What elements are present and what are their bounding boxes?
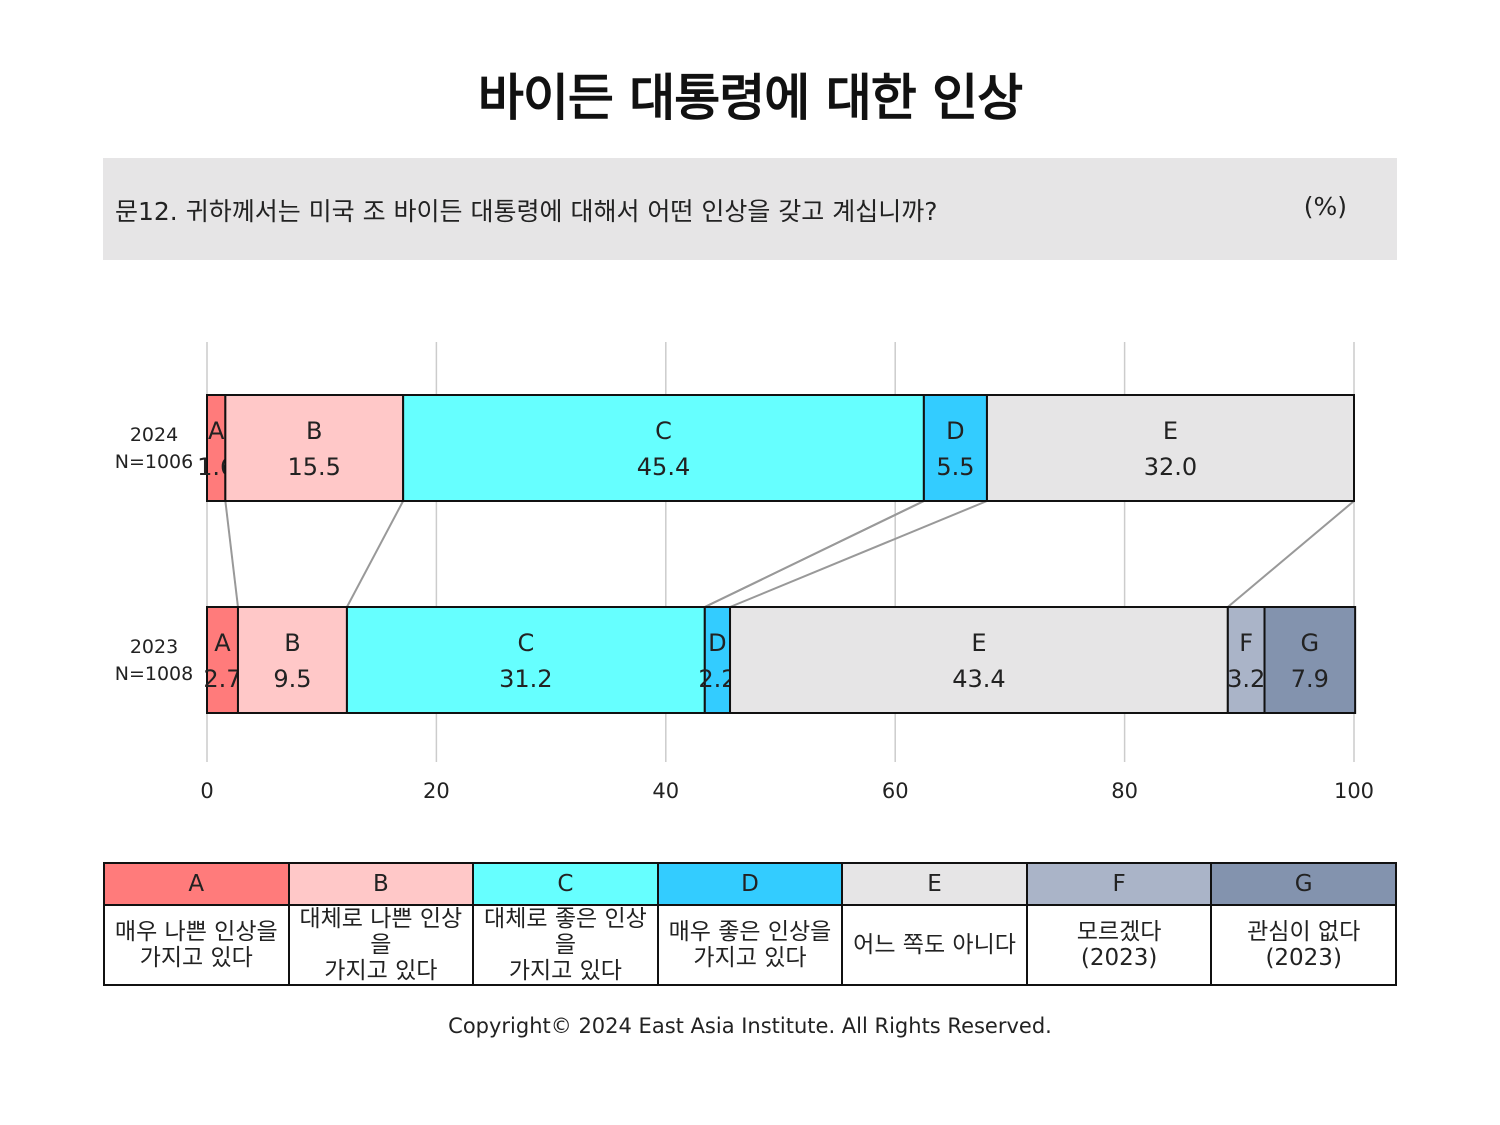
legend-code-G: G (1210, 862, 1397, 906)
bars: A1.6B15.5C45.4D5.5E32.0A2.7B9.5C31.2D2.2… (197, 394, 1357, 714)
segment-value-label: 2.7 (203, 665, 241, 693)
segment-value-label: 32.0 (1144, 453, 1197, 481)
legend-description-line: 가지고 있다 (139, 945, 253, 971)
bar-segment-2024-C (402, 394, 925, 502)
x-tick-label: 20 (423, 779, 450, 803)
legend-description-line: 가지고 있다 (324, 958, 438, 984)
segment-code-label: E (1163, 417, 1178, 445)
legend-code-C: C (472, 862, 659, 906)
x-axis-ticks: 0 20 40 60 80 100 (200, 779, 1374, 803)
legend-description-F: 모르겠다 (2023) (1025, 904, 1213, 986)
segment-code-label: A (214, 629, 231, 657)
unit-label: (%) (1303, 192, 1347, 221)
segment-code-label: G (1301, 629, 1320, 657)
segment-value-label: 3.2 (1227, 665, 1265, 693)
bar-segment-2023-D (703, 606, 732, 714)
connector-line (346, 500, 405, 608)
legend-description-line: 매우 좋은 인상을 (668, 919, 832, 945)
segment-value-label: 5.5 (936, 453, 974, 481)
legend-description-line: 관심이 없다 (1247, 919, 1361, 945)
row-year-label: 2024 (130, 424, 178, 446)
segment-value-label: 43.4 (952, 665, 1005, 693)
legend-description-E: 어느 쪽도 아니다 (841, 904, 1028, 986)
row-n-label: N=1006 (115, 451, 194, 473)
connector-line (704, 500, 925, 608)
segment-code-label: D (708, 629, 726, 657)
bar-segment-2024-D (922, 394, 988, 502)
legend-code-D: D (656, 862, 844, 906)
row-n-label: N=1008 (115, 663, 194, 685)
bar-segment-2023-B (236, 606, 348, 714)
legend-description-line: 매우 나쁜 인상을 (114, 919, 278, 945)
legend-description-D: 매우 좋은 인상을 가지고 있다 (656, 904, 844, 986)
row-year-label: 2023 (130, 636, 178, 658)
legend-description-line: 모르겠다 (1076, 919, 1162, 945)
x-tick-label: 100 (1334, 779, 1374, 803)
x-tick-label: 60 (882, 779, 909, 803)
legend-description-line: 대체로 나쁜 인상을 (299, 906, 463, 958)
segment-value-label: 15.5 (288, 453, 341, 481)
segment-code-label: C (655, 417, 672, 445)
legend-code-F: F (1025, 862, 1213, 906)
bar-segment-2023-A (206, 606, 239, 714)
legend-code-E: E (841, 862, 1028, 906)
legend-description-line: (2023) (1080, 945, 1158, 971)
legend-description-line: 가지고 있다 (508, 958, 622, 984)
bar-segment-2023-G (1263, 606, 1357, 714)
bar-segment-2023-C (345, 606, 706, 714)
legend-description-G: 관심이 없다 (2023) (1210, 904, 1397, 986)
copyright: Copyright© 2024 East Asia Institute. All… (448, 1014, 1052, 1038)
legend-description-B: 대체로 나쁜 인상을 가지고 있다 (287, 904, 475, 986)
connector-lines (224, 500, 1355, 608)
legend-code-B: B (287, 862, 475, 906)
segment-value-label: 45.4 (637, 453, 690, 481)
legend-description-line: 어느 쪽도 아니다 (853, 932, 1016, 958)
bar-segment-2024-B (224, 394, 405, 502)
segment-code-label: E (971, 629, 986, 657)
segment-code-label: B (306, 417, 322, 445)
bar-segment-2023-F (1226, 606, 1266, 714)
x-tick-label: 80 (1111, 779, 1138, 803)
question-text: 문12. 귀하께서는 미국 조 바이든 대통령에 대해서 어떤 인상을 갖고 계… (115, 197, 938, 226)
row-labels: 2024 N=1006 2023 N=1008 (115, 424, 194, 685)
segment-value-label: 31.2 (499, 665, 552, 693)
bar-segment-2024-E (985, 394, 1356, 502)
legend-description-C: 대체로 좋은 인상을 가지고 있다 (472, 904, 659, 986)
connector-line (1227, 500, 1355, 608)
legend-description-line: 가지고 있다 (693, 945, 807, 971)
segment-code-label: B (284, 629, 300, 657)
segment-code-label: D (946, 417, 964, 445)
segment-value-label: 7.9 (1291, 665, 1329, 693)
segment-value-label: 9.5 (273, 665, 311, 693)
segment-code-label: A (208, 417, 225, 445)
bar-segment-2023-E (729, 606, 1229, 714)
connector-line (224, 500, 239, 608)
x-tick-label: 0 (200, 779, 213, 803)
legend-code-A: A (103, 862, 290, 906)
connector-line (729, 500, 988, 608)
stacked-bar-chart: A1.6B15.5C45.4D5.5E32.0A2.7B9.5C31.2D2.2… (115, 342, 1374, 803)
bar-segment-2024-A (206, 394, 227, 502)
legend-description-row: 매우 나쁜 인상을 가지고 있다 대체로 나쁜 인상을 가지고 있다 대체로 좋은 인상… (103, 904, 1397, 986)
legend-description-line: 대체로 좋은 인상을 (484, 906, 647, 958)
legend-description-line: (2023) (1265, 945, 1342, 971)
segment-code-label: C (517, 629, 534, 657)
legend-description-A: 매우 나쁜 인상을 가지고 있다 (103, 904, 290, 986)
segment-code-label: F (1239, 629, 1253, 657)
chart-title: 바이든 대통령에 대한 인상 (477, 69, 1023, 127)
x-tick-label: 40 (652, 779, 679, 803)
question-box: 문12. 귀하께서는 미국 조 바이든 대통령에 대해서 어떤 인상을 갖고 계… (103, 158, 1397, 260)
